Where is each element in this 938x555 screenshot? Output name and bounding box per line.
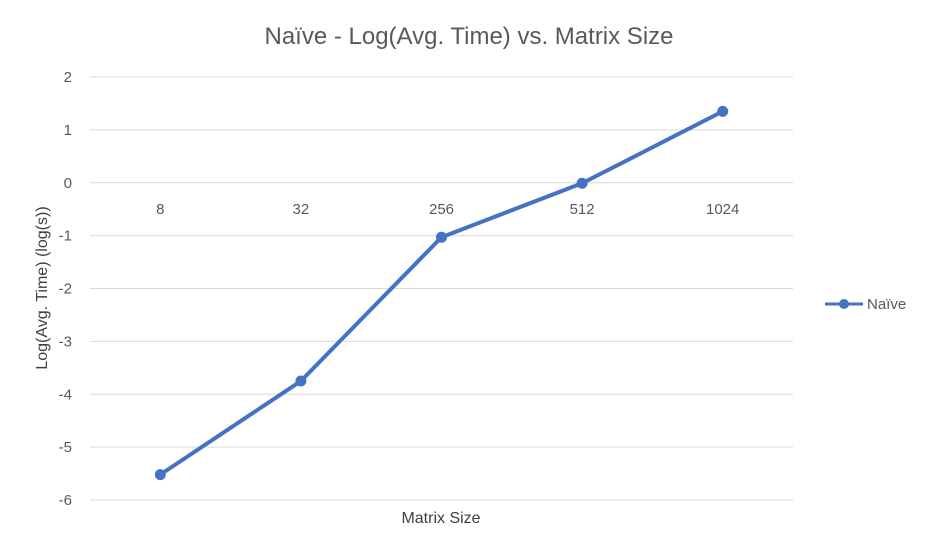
legend-marker bbox=[839, 299, 849, 309]
y-tick-label: -3 bbox=[59, 333, 72, 350]
x-axis-title: Matrix Size bbox=[401, 510, 480, 527]
y-axis-ticks: 2 1 0 -1 -2 -3 -4 -5 -6 bbox=[59, 69, 72, 509]
y-tick-label: -2 bbox=[59, 281, 72, 298]
y-tick-label: -5 bbox=[59, 439, 72, 456]
y-tick-label: -4 bbox=[59, 386, 72, 403]
gridlines bbox=[90, 76, 793, 501]
legend-label: Naïve bbox=[867, 296, 906, 313]
y-tick-label: 1 bbox=[64, 122, 72, 139]
y-tick-label: -1 bbox=[59, 228, 72, 245]
x-tick-label: 1024 bbox=[706, 201, 739, 218]
series-line bbox=[158, 109, 725, 477]
data-point bbox=[576, 177, 588, 189]
data-point bbox=[154, 469, 166, 481]
y-axis-title: Log(Avg. Time) (log(s)) bbox=[34, 206, 51, 369]
x-axis-ticks: 8 32 256 512 1024 bbox=[156, 201, 739, 218]
x-tick-label: 512 bbox=[570, 201, 595, 218]
chart-title: Naïve - Log(Avg. Time) vs. Matrix Size bbox=[264, 23, 673, 50]
series-group bbox=[154, 105, 729, 481]
y-tick-label: 2 bbox=[64, 69, 72, 86]
y-tick-label: 0 bbox=[64, 175, 72, 192]
data-point bbox=[436, 231, 447, 243]
x-tick-label: 8 bbox=[156, 201, 164, 218]
legend: Naïve bbox=[825, 296, 906, 313]
y-tick-label: -6 bbox=[59, 492, 72, 509]
x-tick-label: 32 bbox=[293, 201, 310, 218]
x-tick-label: 256 bbox=[429, 201, 454, 218]
data-point bbox=[717, 105, 729, 117]
data-point bbox=[295, 375, 307, 387]
